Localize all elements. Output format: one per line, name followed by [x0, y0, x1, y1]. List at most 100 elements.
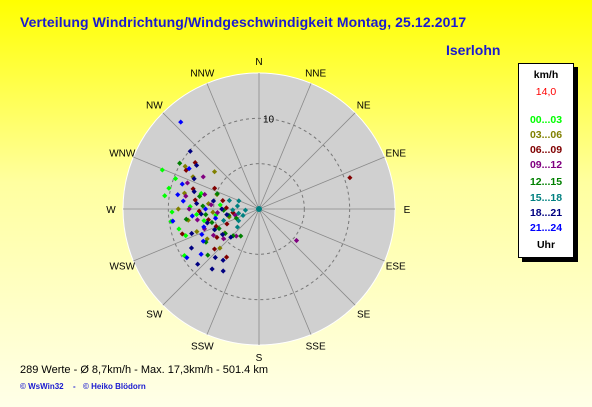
data-point [210, 209, 216, 215]
data-point [242, 207, 249, 213]
data-point [182, 163, 188, 169]
station-name: Iserlohn [446, 42, 501, 58]
data-point [202, 206, 209, 212]
data-point [194, 229, 200, 235]
data-point [186, 166, 192, 172]
data-point [169, 209, 175, 215]
data-point [184, 180, 191, 186]
data-point [162, 193, 168, 199]
ring-label: 10 [263, 114, 275, 125]
data-point [170, 218, 176, 224]
data-point [212, 254, 218, 261]
data-point [189, 213, 195, 219]
legend-entry: 09...12 [529, 159, 563, 171]
data-point [224, 212, 230, 218]
legend-box: km/h 14,0 00...03 03...06 06...09 09...1… [518, 63, 574, 258]
spoke-line [258, 208, 385, 262]
data-point [224, 221, 230, 227]
legend-entry: 12...15 [529, 176, 563, 188]
data-point [181, 253, 188, 259]
data-point [212, 185, 218, 191]
data-point [184, 255, 190, 261]
data-point [183, 216, 189, 222]
legend-entry: 00...03 [529, 114, 563, 126]
legend-max-value: 14,0 [535, 86, 557, 98]
direction-label-ese: ESE [386, 262, 406, 273]
data-point [183, 193, 189, 199]
data-point [198, 211, 204, 217]
data-point [212, 215, 219, 221]
legend-entry: 15...18 [529, 192, 563, 204]
data-point [234, 203, 241, 209]
data-point [194, 211, 200, 218]
data-point [200, 174, 206, 180]
data-point [214, 210, 221, 216]
data-point [210, 198, 217, 204]
direction-label-se: SE [357, 310, 371, 321]
data-point [220, 268, 226, 274]
direction-label-ne: NE [357, 100, 371, 111]
data-point [194, 217, 200, 223]
data-point [214, 191, 220, 197]
data-point [211, 169, 218, 175]
legend-entry: 21...24 [529, 222, 563, 234]
data-point [216, 225, 222, 232]
data-point [199, 231, 205, 238]
legend-unit: km/h [533, 69, 559, 81]
copyright-separator: - [73, 382, 76, 391]
direction-label-sse: SSE [306, 342, 326, 353]
legend-footer: Uhr [536, 239, 556, 251]
data-point [198, 251, 204, 257]
data-point [220, 236, 227, 242]
legend-entry: 06...09 [529, 144, 563, 156]
direction-label-ene: ENE [385, 148, 406, 159]
data-point [219, 206, 225, 212]
data-point [221, 217, 227, 224]
spoke-line [258, 156, 385, 210]
spoke-line [258, 83, 312, 210]
data-point [220, 198, 226, 204]
legend-entry: 03...06 [529, 129, 563, 141]
data-point [179, 231, 185, 237]
calm-marker [256, 206, 262, 212]
stats-footer: 289 Werte - Ø 8,7km/h - Max. 17,3km/h - … [20, 364, 268, 376]
data-point [228, 234, 234, 240]
data-point [293, 237, 300, 244]
spoke-line [162, 112, 260, 210]
legend-entry: 18...21 [529, 207, 563, 219]
data-point [200, 203, 206, 209]
data-point [194, 200, 200, 207]
data-point [178, 119, 184, 125]
data-point [202, 191, 208, 198]
data-point [191, 189, 197, 195]
data-point [166, 185, 172, 191]
direction-label-nw: NW [146, 100, 163, 111]
data-point [159, 167, 165, 173]
data-point [172, 176, 179, 182]
direction-label-sw: SW [146, 310, 163, 321]
data-point [208, 202, 214, 208]
direction-label-nnw: NNW [190, 68, 214, 79]
data-point [220, 231, 226, 238]
direction-label-wsw: WSW [109, 262, 135, 273]
data-point [234, 224, 241, 230]
data-point [189, 230, 195, 237]
data-point [233, 233, 239, 239]
data-point [211, 246, 218, 252]
direction-label-ssw: SSW [191, 342, 214, 353]
data-point [179, 181, 185, 187]
data-point [226, 197, 232, 204]
data-point [217, 202, 223, 208]
data-point [214, 234, 220, 240]
data-point [175, 206, 181, 212]
data-point [238, 233, 244, 239]
data-point [220, 257, 226, 263]
copyright-author: © Heiko Blödorn [83, 382, 146, 391]
spoke-line [162, 208, 260, 306]
data-point [201, 218, 207, 224]
data-point [196, 193, 203, 199]
data-point [186, 206, 192, 212]
data-point [209, 219, 215, 226]
data-point [210, 232, 217, 238]
